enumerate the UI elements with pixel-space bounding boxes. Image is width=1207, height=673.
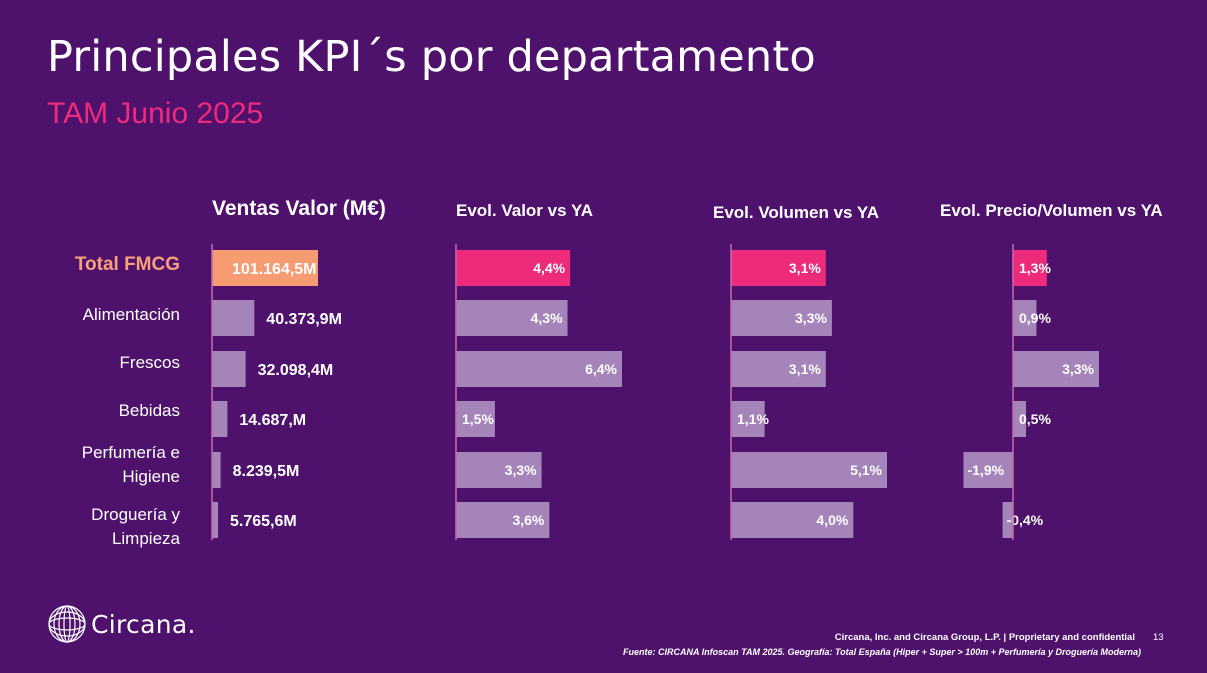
- bar-label-2-5: 4,0%: [816, 512, 848, 528]
- header-evol-precio-volumen: Evol. Precio/Volumen vs YA: [940, 201, 1163, 220]
- bar-3-5: [1002, 502, 1013, 538]
- bar-label-1-2: 6,4%: [585, 361, 617, 377]
- row-label-total-fmcg: Total FMCG: [74, 254, 180, 275]
- bar-0-2: [212, 351, 246, 387]
- page-title: Principales KPI´s por departamento: [47, 32, 816, 82]
- bar-label-1-0: 4,4%: [533, 260, 565, 276]
- bar-0-5: [212, 502, 219, 538]
- bar-label-2-2: 3,1%: [789, 361, 821, 377]
- bar-0-4: [212, 452, 221, 488]
- bar-label-0-5: 5.765,6M: [230, 513, 297, 530]
- bar-label-1-3: 1,5%: [462, 411, 494, 427]
- bar-3-2: [1013, 351, 1099, 387]
- header-evol-volumen: Evol. Volumen vs YA: [713, 203, 879, 222]
- bar-label-2-0: 3,1%: [789, 260, 821, 276]
- bar-label-2-4: 5,1%: [850, 462, 882, 478]
- row-label-frescos: Frescos: [119, 353, 180, 372]
- bar-label-3-2: 3,3%: [1062, 361, 1094, 377]
- bar-label-2-3: 1,1%: [737, 411, 769, 427]
- header-evol-valor: Evol. Valor vs YA: [456, 201, 594, 220]
- bar-2-4: [731, 452, 887, 488]
- bar-2-2: [731, 351, 826, 387]
- bar-label-1-5: 3,6%: [512, 512, 544, 528]
- bar-1-2: [456, 351, 622, 387]
- bar-label-1-1: 4,3%: [531, 310, 563, 326]
- bar-label-0-3: 14.687,M: [239, 412, 306, 429]
- row-label-drogueria-limpieza: Droguería y Limpieza: [91, 505, 180, 548]
- bar-0-3: [212, 401, 228, 437]
- bar-label-0-1: 40.373,9M: [266, 311, 342, 328]
- bar-0-0: [212, 250, 318, 286]
- bar-label-2-1: 3,3%: [795, 310, 827, 326]
- row-label-bebidas: Bebidas: [118, 401, 180, 420]
- bar-label-3-1: 0,9%: [1019, 310, 1051, 326]
- bar-1-5: [456, 502, 550, 538]
- footer-company: Circana, Inc. and Circana Group, L.P. | …: [834, 632, 1135, 643]
- bar-2-0: [731, 250, 826, 286]
- circana-logo-text: Circana.: [91, 609, 196, 639]
- bar-1-3: [456, 401, 495, 437]
- bar-3-4: [963, 452, 1013, 488]
- bar-0-1: [212, 300, 255, 336]
- footer-source: Fuente: CIRCANA Infoscan TAM 2025. Geogr…: [622, 647, 1141, 657]
- bar-1-1: [456, 300, 568, 336]
- circana-globe-icon: [48, 605, 86, 643]
- bar-label-3-3: 0,5%: [1019, 411, 1051, 427]
- bar-label-0-2: 32.098,4M: [258, 362, 334, 379]
- header-ventas-valor: Ventas Valor (M€): [212, 197, 386, 220]
- bar-2-3: [731, 401, 765, 437]
- bar-label-1-4: 3,3%: [505, 462, 537, 478]
- page-subtitle: TAM Junio 2025: [47, 97, 264, 130]
- bar-label-0-0: 101.164,5M: [232, 261, 317, 278]
- bar-2-1: [731, 300, 832, 336]
- bar-1-0: [456, 250, 571, 286]
- bar-label-0-4: 8.239,5M: [233, 463, 300, 480]
- circana-logo: Circana.: [47, 604, 196, 644]
- row-label-alimentacion: Alimentación: [82, 305, 180, 324]
- bar-label-3-0: 1,3%: [1019, 260, 1051, 276]
- bar-label-3-5: -0,4%: [1007, 512, 1044, 528]
- bar-3-3: [1013, 401, 1027, 437]
- page-number: 13: [1153, 632, 1164, 643]
- bar-1-4: [456, 452, 542, 488]
- bar-2-5: [731, 502, 854, 538]
- bar-3-0: [1013, 250, 1047, 286]
- bar-label-3-4: -1,9%: [967, 462, 1004, 478]
- bar-3-1: [1013, 300, 1037, 336]
- row-label-perfumeria-higiene: Perfumería e Higiene: [81, 443, 180, 486]
